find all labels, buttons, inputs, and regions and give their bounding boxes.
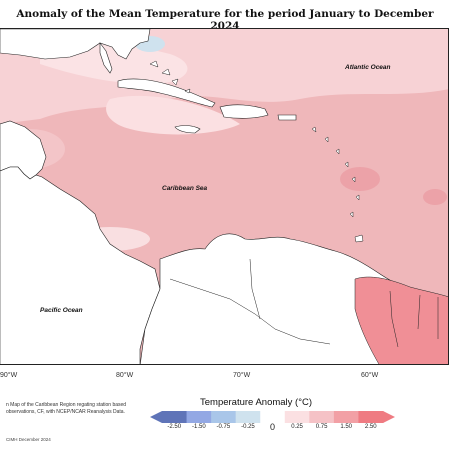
legend-tick-label: 0.75	[315, 424, 328, 430]
legend-tick-label: 1.50	[340, 424, 352, 430]
legend-tick-label: 0.25	[291, 424, 303, 430]
florida-peninsula	[99, 42, 113, 74]
legend-color-cell	[284, 411, 310, 423]
guianas-warm-anomaly	[354, 276, 448, 364]
anomaly-patch-east	[423, 189, 447, 205]
legend-color-cell	[162, 411, 188, 423]
legend-arrow-low	[150, 411, 162, 423]
legend-tick-label: -0.75	[216, 424, 231, 430]
legend-color-cell	[333, 411, 359, 423]
longitude-label-70w: 70°W	[233, 372, 251, 379]
hispaniola-island	[219, 104, 269, 119]
trinidad-island	[354, 234, 364, 243]
legend-color-cell	[260, 411, 286, 423]
longitude-label-80w: 80°W	[116, 372, 134, 379]
legend-color-cell	[309, 411, 335, 423]
legend-color-cell	[358, 411, 384, 423]
legend-colorbar	[150, 411, 395, 423]
longitude-label-90w: 90°W	[0, 372, 18, 379]
bahamas-islands	[149, 60, 191, 94]
legend-arrow-high	[383, 411, 395, 423]
legend-tick-label: 2.50	[364, 424, 377, 430]
anomaly-zone-light-antilles	[106, 95, 240, 135]
north-america-landmass	[0, 29, 151, 60]
guianas-borders	[389, 290, 439, 348]
credit-date: CIMH December 2024	[6, 437, 51, 442]
legend-title: Temperature Anomaly (°C)	[200, 397, 313, 408]
ocean-label-atlantic: Atlantic Ocean	[345, 64, 391, 71]
credit-text: n Map of the Caribbean Region regating s…	[6, 402, 127, 415]
ocean-label-pacific: Pacific Ocean	[40, 307, 83, 314]
legend-tick-label: -1.50	[191, 424, 206, 430]
ocean-label-caribbean: Caribbean Sea	[162, 185, 208, 192]
legend-color-cell	[211, 411, 237, 423]
anomaly-patch-windward	[340, 167, 380, 191]
legend-tick-label: 0	[269, 422, 276, 432]
legend-color-cell	[235, 411, 261, 423]
legend-tick-label: -0.25	[241, 424, 255, 430]
jamaica-island	[174, 125, 201, 134]
legend-tick-label: -2.50	[167, 424, 182, 430]
legend-color-cell	[186, 411, 212, 423]
south-america-borders	[169, 258, 331, 345]
anomaly-map	[0, 28, 449, 365]
cuba-island	[117, 78, 216, 108]
central-america-landmass	[0, 166, 161, 364]
lesser-antilles-islands	[311, 126, 360, 218]
longitude-label-60w: 60°W	[361, 372, 379, 379]
puerto-rico-island	[277, 114, 297, 121]
